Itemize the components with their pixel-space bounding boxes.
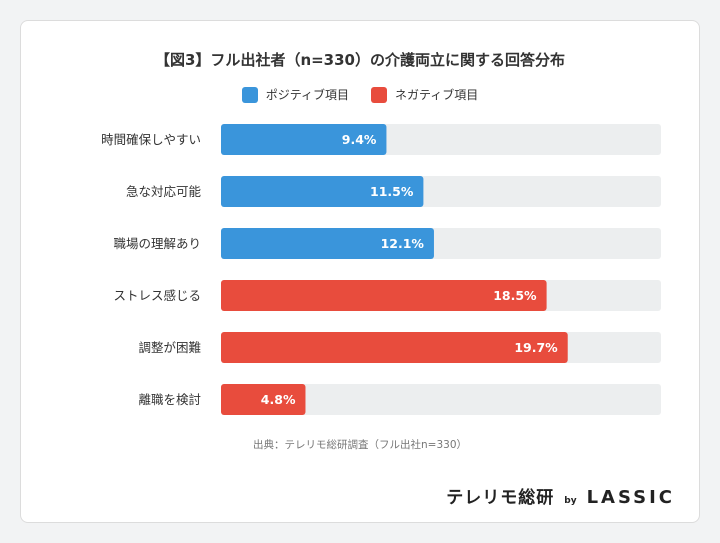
category-label: 調整が困難 (138, 340, 201, 355)
legend-label-positive: ポジティブ項目 (265, 88, 349, 102)
value-label: 4.8% (261, 392, 296, 407)
value-label: 18.5% (493, 288, 537, 303)
category-label: 離職を検討 (138, 392, 201, 407)
legend-swatch-negative (371, 86, 387, 103)
bar-6 (221, 384, 306, 415)
bar-track (221, 384, 661, 415)
brand-logo: テレリモ総研 by LASSIC (446, 483, 675, 508)
legend-item-positive: ポジティブ項目 (241, 86, 349, 103)
legend-label-negative: ネガティブ項目 (395, 88, 479, 102)
value-label: 9.4% (342, 132, 377, 147)
bar-chart: 時間確保しやすい 9.4% 急な対応可能 11.5% 職場の理解あり 12.1% ストレス感… (101, 124, 661, 415)
category-label: 時間確保しやすい (101, 132, 201, 147)
value-label: 19.7% (514, 340, 558, 355)
category-label: 職場の理解あり (113, 236, 201, 251)
chart-title: 【図3】フル出社者（n=330）の介護両立に関する回答分布 (155, 51, 565, 69)
bar-3 (221, 228, 434, 259)
legend: ポジティブ項目 ネガティブ項目 (21, 86, 699, 103)
bar-4 (221, 280, 547, 311)
chart-card: 【図3】フル出社者（n=330）の介護両立に関する回答分布 ポジティブ項目 ネガ… (20, 20, 700, 523)
brand-name: テレリモ総研 (446, 488, 555, 508)
bar-1 (221, 124, 387, 155)
bar-5 (221, 332, 568, 363)
bar-2 (221, 176, 424, 207)
legend-item-negative: ネガティブ項目 (371, 86, 478, 103)
legend-swatch-positive (241, 86, 258, 103)
source-note: 出典：テレリモ総研調査（フル出社n=330） (253, 439, 467, 451)
value-label: 12.1% (381, 236, 425, 251)
category-label: 急な対応可能 (126, 184, 202, 199)
category-label: ストレス感じる (113, 288, 201, 303)
brand-partner: LASSIC (586, 487, 675, 508)
brand-by: by (564, 496, 577, 506)
value-label: 11.5% (370, 184, 414, 199)
